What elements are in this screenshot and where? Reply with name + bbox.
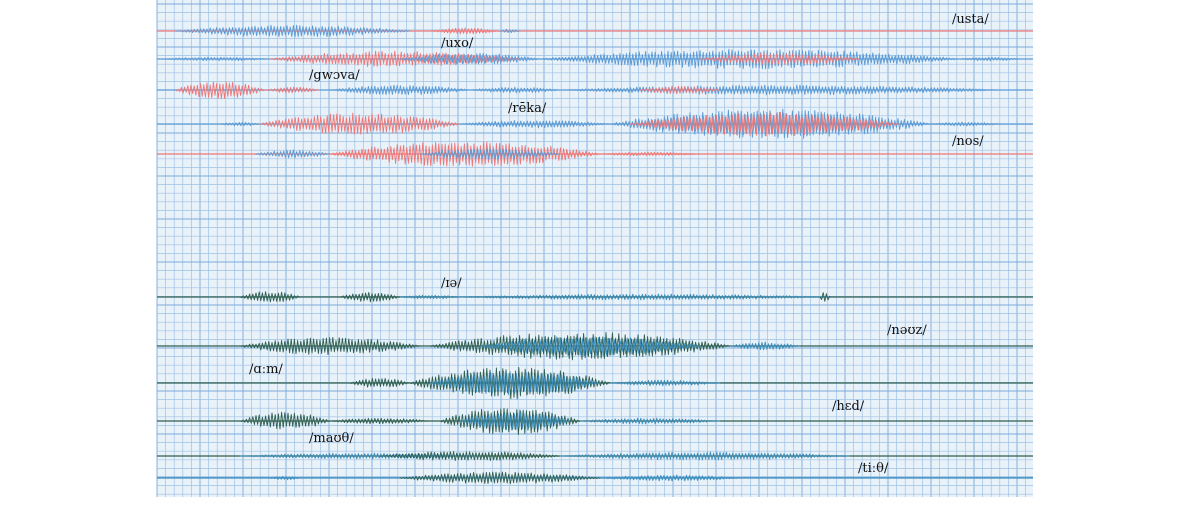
waveform-ie-segment <box>239 291 301 303</box>
waveform-tith-segment <box>269 475 301 480</box>
waveform-nos-segment <box>599 151 701 157</box>
waveform-aam-segment <box>429 370 601 395</box>
word-label-neuz: /nəʊz/ <box>887 323 927 338</box>
word-label-usta: /usta/ <box>952 12 989 27</box>
waveform-uxo-segment <box>159 56 271 62</box>
waveform-reka-segment <box>259 112 461 135</box>
waveform-uxo-segment <box>959 56 1021 62</box>
waveform-ie-segment <box>399 294 461 300</box>
waveform-tith-segment <box>399 471 601 485</box>
waveform-gwova-segment <box>264 86 321 94</box>
waveform-nos-segment <box>419 147 561 161</box>
word-label-uxo: /uxo/ <box>441 36 474 51</box>
grid-background <box>157 0 1033 497</box>
word-label-ie: /ɪə/ <box>441 276 462 291</box>
word-label-mauth: /maʊθ/ <box>309 431 354 446</box>
word-label-aam: /ɑːm/ <box>249 362 283 377</box>
waveform-aam-segment <box>609 379 721 387</box>
waveform-gwova-segment <box>469 86 561 94</box>
waveform-neuz-segment <box>239 336 421 356</box>
waveform-nos-segment <box>254 149 331 159</box>
waveform-mauth-segment <box>379 451 561 462</box>
word-label-reka: /rēka/ <box>508 101 547 116</box>
waveform-usta-segment <box>499 28 521 34</box>
waveform-hed-segment <box>439 407 581 436</box>
word-label-hed: /hɛd/ <box>832 399 865 414</box>
waveform-ie-segment <box>819 292 831 302</box>
waveform-gwova-segment <box>639 85 721 95</box>
word-label-nos: /nos/ <box>952 134 984 149</box>
waveform-uxo-segment <box>269 50 521 67</box>
waveform-ie-segment <box>339 291 401 303</box>
waveform-aam-segment <box>349 377 411 388</box>
waveform-gwova-segment <box>174 81 266 100</box>
waveform-neuz-segment <box>479 336 701 357</box>
waveform-ie-segment <box>459 293 831 301</box>
waveform-hed-segment <box>239 411 331 430</box>
waveform-usta-segment <box>174 24 411 38</box>
waveform-gwova-segment <box>559 84 1001 96</box>
waveform-uxo-segment <box>699 52 861 66</box>
waveform-uxo-segment <box>399 52 541 66</box>
waveform-gwova-segment <box>329 84 471 96</box>
waveform-reka-segment <box>459 120 611 129</box>
waveform-usta-segment <box>429 27 501 35</box>
waveform-neuz-segment <box>729 341 801 351</box>
waveform-reka-segment <box>629 111 901 137</box>
waveform-tith-segment <box>599 474 741 482</box>
waveform-hed-segment <box>459 411 571 431</box>
waveform-reka-segment <box>219 121 261 127</box>
word-label-gwova: /gwɔva/ <box>309 68 360 83</box>
waveform-reka-segment <box>929 121 1001 127</box>
word-label-tith: /tiːθ/ <box>858 461 889 476</box>
waveform-mauth-segment <box>559 451 851 461</box>
waveform-hed-segment <box>329 417 431 425</box>
word-labels: /usta/ /uxo/ /gwɔva/ /rēka/ /nos/ /ɪə/ /… <box>249 12 989 476</box>
waveform-hed-segment <box>579 417 721 425</box>
waveforms <box>159 24 1021 485</box>
